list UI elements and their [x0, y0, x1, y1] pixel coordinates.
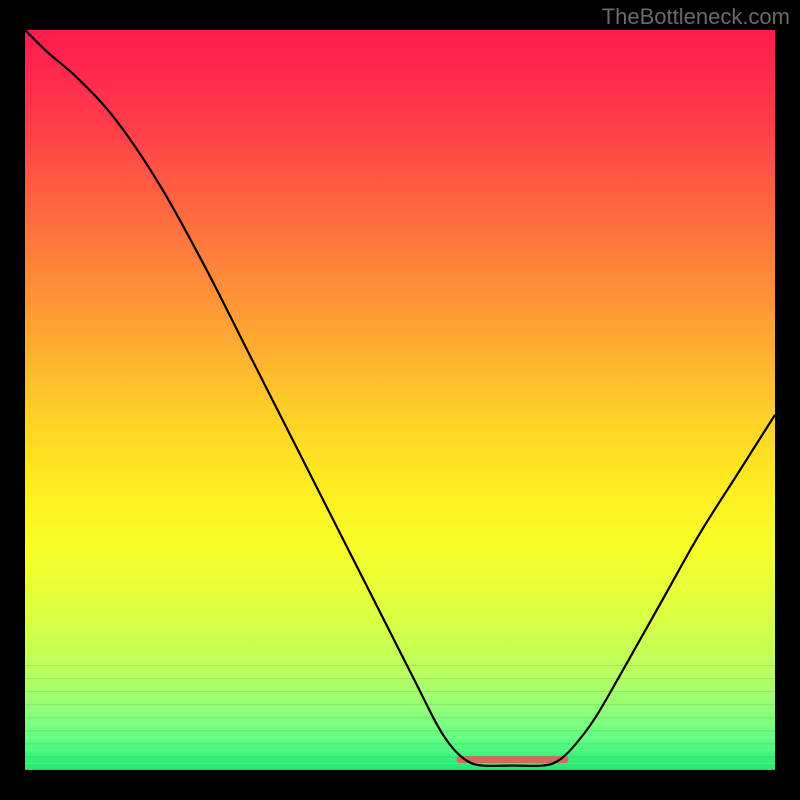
- chart-plot: [25, 30, 775, 770]
- chart-svg: [25, 30, 775, 770]
- watermark-text: TheBottleneck.com: [602, 4, 790, 30]
